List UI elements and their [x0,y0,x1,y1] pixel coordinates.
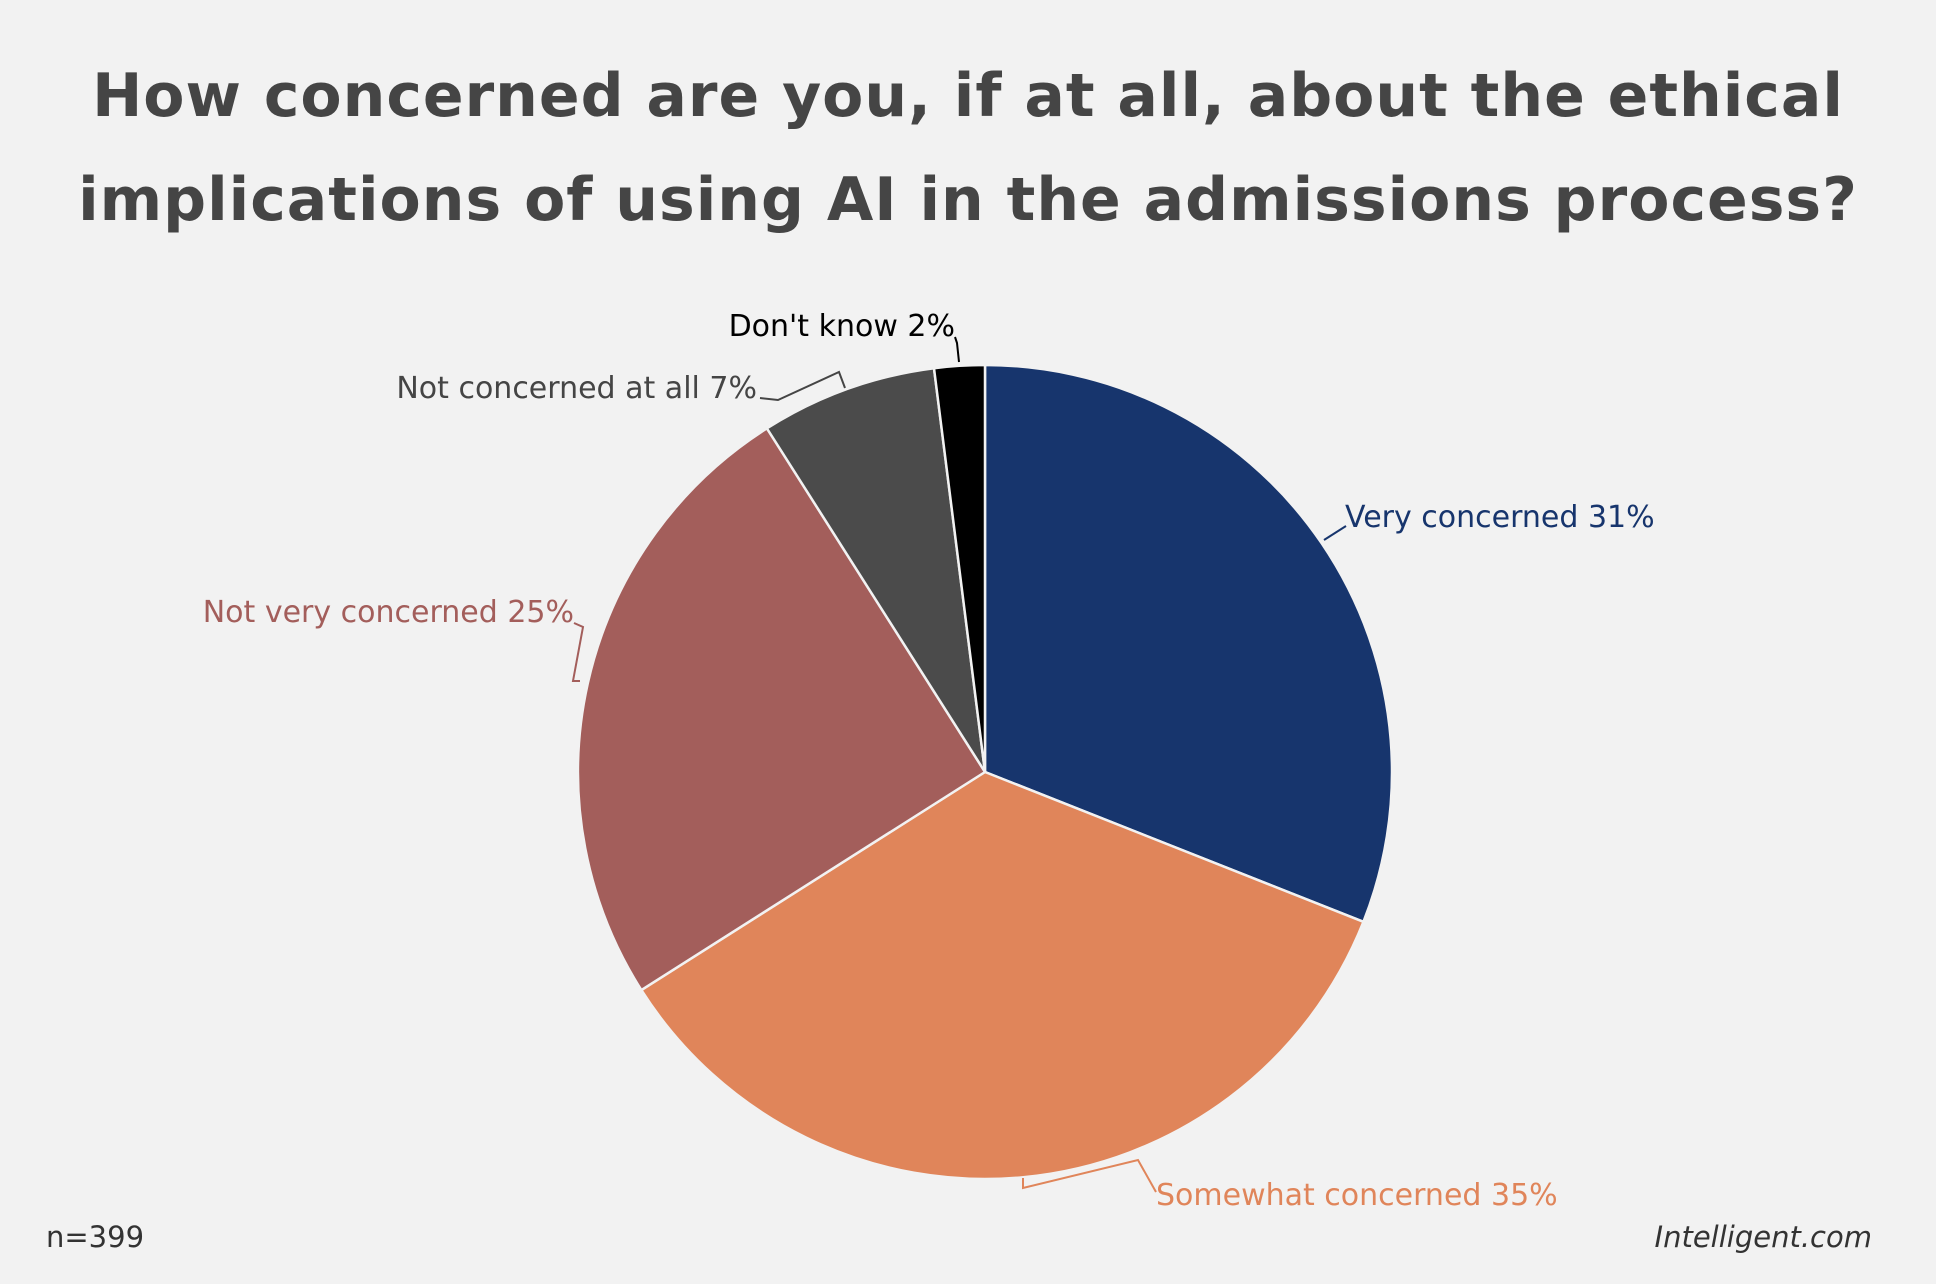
pie-slice-not-concerned-at-all [765,366,987,774]
pie-slice-very-concerned [983,363,1394,924]
pie-slices [576,363,1394,1181]
slice-label-not-very-concerned: Not very concerned 25% [203,595,574,630]
leader-line-somewhat-concerned [1022,1158,1157,1193]
slice-label-don-t-know: Don't know 2% [729,309,955,344]
leader-line-don-t-know [954,336,960,363]
pie-slice-don-t-know [932,363,987,774]
slice-label-not-concerned-at-all: Not concerned at all 7% [396,371,757,406]
pie-slice-somewhat-concerned [640,770,1365,1181]
leader-line-not-concerned-at-all [759,370,846,402]
leader-line-not-very-concerned [571,622,585,682]
chart-title: How concerned are you, if at all, about … [0,44,1936,252]
chart-title-line-1: How concerned are you, if at all, about … [92,61,1844,131]
sample-size-note: n=399 [46,1220,145,1254]
leader-line-very-concerned [1323,525,1347,541]
slice-label-somewhat-concerned: Somewhat concerned 35% [1156,1178,1558,1213]
label-leaders [571,336,1347,1193]
chart-title-line-2: implications of using AI in the admissio… [78,165,1858,235]
brand-logo-text: Intelligent.com [1654,1220,1872,1254]
pie-slice-not-very-concerned [576,427,987,992]
slice-labels: Very concerned 31% Somewhat concerned 35%… [203,309,1655,1213]
slice-label-very-concerned: Very concerned 31% [1345,500,1655,535]
